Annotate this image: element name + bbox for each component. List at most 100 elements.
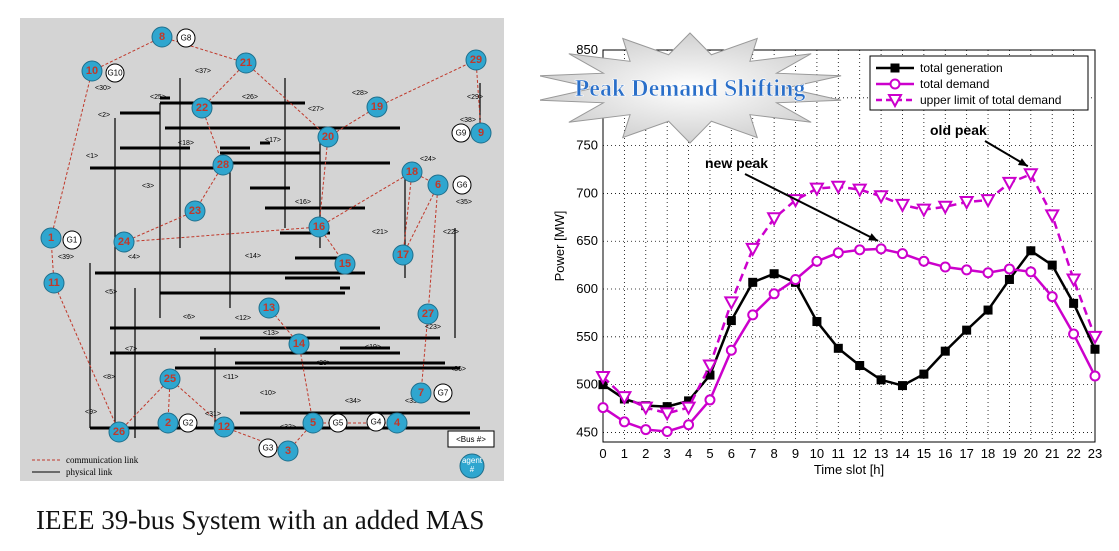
y-tick-label: 650 [576,233,598,248]
bus-label: <28> [352,90,368,97]
peak-demand-chart: 4505005506006507007508008500123456789101… [540,30,1110,530]
power-system-diagram: <1> <2> <3> <4> <5> <6> <7> <8> <9> <10> <11> <12> <… [20,18,504,481]
communication-link [298,343,314,424]
data-point-square [748,277,758,287]
agent-label: 5 [310,417,316,429]
bus-label: <6> [183,314,195,321]
data-point-circle [683,419,695,431]
communication-link [53,282,120,433]
data-point-square [1047,260,1057,270]
bus-label: <3> [142,183,154,190]
data-point-square [1026,246,1036,256]
bus-number-legend-box [447,430,495,448]
agent-label: 27 [422,308,434,320]
generator-symbol [452,175,472,195]
agent-node [410,382,432,404]
bus-label: <18> [178,140,194,147]
x-tick-label: 6 [728,446,735,461]
y-tick-label: 750 [576,138,598,153]
data-point-circle [889,78,901,90]
bus-label: <17> [265,137,281,144]
x-tick-label: 8 [771,446,778,461]
bus-number-legend-label: <Bus #> [456,435,486,444]
data-point-triangle [659,407,675,422]
data-point-square [812,317,822,327]
x-tick-label: 0 [599,446,606,461]
generator-label: G5 [333,419,344,428]
data-point-circle [811,255,823,267]
data-point-triangle [958,196,975,211]
annotation-label: old peak [930,122,987,138]
legend-communication-label: communication link [66,455,139,465]
data-point-square [890,63,900,73]
communication-link [123,210,196,243]
communication-link [427,184,439,315]
agent-node [427,174,449,196]
agent-label: 7 [418,387,424,399]
data-point-square [1090,344,1100,354]
agent-label: 22 [196,102,208,114]
starburst-shape [540,32,842,144]
generator-symbol [451,123,471,143]
agent-node [81,60,103,82]
x-tick-label: 22 [1066,446,1080,461]
data-point-triangle [723,296,740,311]
x-tick-label: 16 [938,446,952,461]
agent-node [386,412,408,434]
agent-label: 3 [285,445,291,457]
agent-node [40,227,62,249]
y-tick-label: 500 [576,377,598,392]
agent-node [392,244,414,266]
communication-link [169,378,225,428]
y-tick-label: 700 [576,185,598,200]
agent-legend-label-line1: agent [462,456,483,465]
agent-label: 24 [118,236,131,248]
data-point-circle [832,247,844,259]
bus-label: <16> [295,199,311,206]
agent-label: 19 [371,101,383,113]
legend-physical-label: physical link [66,467,113,477]
agent-node [465,49,487,71]
communication-link [402,184,439,256]
bus-label: <7> [125,346,137,353]
communication-link [245,62,329,138]
communication-link [475,59,482,134]
data-point-circle [618,416,630,428]
x-tick-label: 4 [685,446,692,461]
agent-node [417,303,439,325]
data-point-triangle [980,194,996,209]
y-tick-label: 600 [576,281,598,296]
generator-symbol [178,413,198,433]
agent-label: 12 [218,421,230,433]
data-point-square [940,346,950,356]
communication-link [161,36,247,64]
agent-node [258,297,280,319]
agent-node [113,231,135,253]
agent-label: 26 [113,426,125,438]
bus-label: <35> [456,199,472,206]
agent-label: 1 [48,232,54,244]
data-point-circle [961,264,973,276]
agent-node [213,416,235,438]
data-point-circle [918,255,930,267]
banner-text: Peak Demand Shifting [575,76,806,102]
agent-node [366,96,388,118]
agent-node [108,421,130,443]
agent-label: 17 [397,249,409,261]
x-tick-label: 21 [1045,446,1059,461]
bus-label: <26> [242,94,258,101]
legend-entry-label: total generation [920,61,1003,75]
data-point-circle [597,402,609,414]
data-point-square [919,369,929,379]
data-point-triangle [616,391,633,406]
y-tick-label: 550 [576,329,598,344]
y-axis-label: Power [MW] [552,211,567,282]
bus-label: <34> [345,398,361,405]
x-tick-label: 1 [621,446,628,461]
bus-label: <11> [223,374,238,381]
agent-label: 6 [435,179,441,191]
x-tick-label: 7 [749,446,756,461]
agent-node [288,333,310,355]
legend-entry-label: upper limit of total demand [920,93,1061,107]
data-point-circle [1068,328,1080,340]
